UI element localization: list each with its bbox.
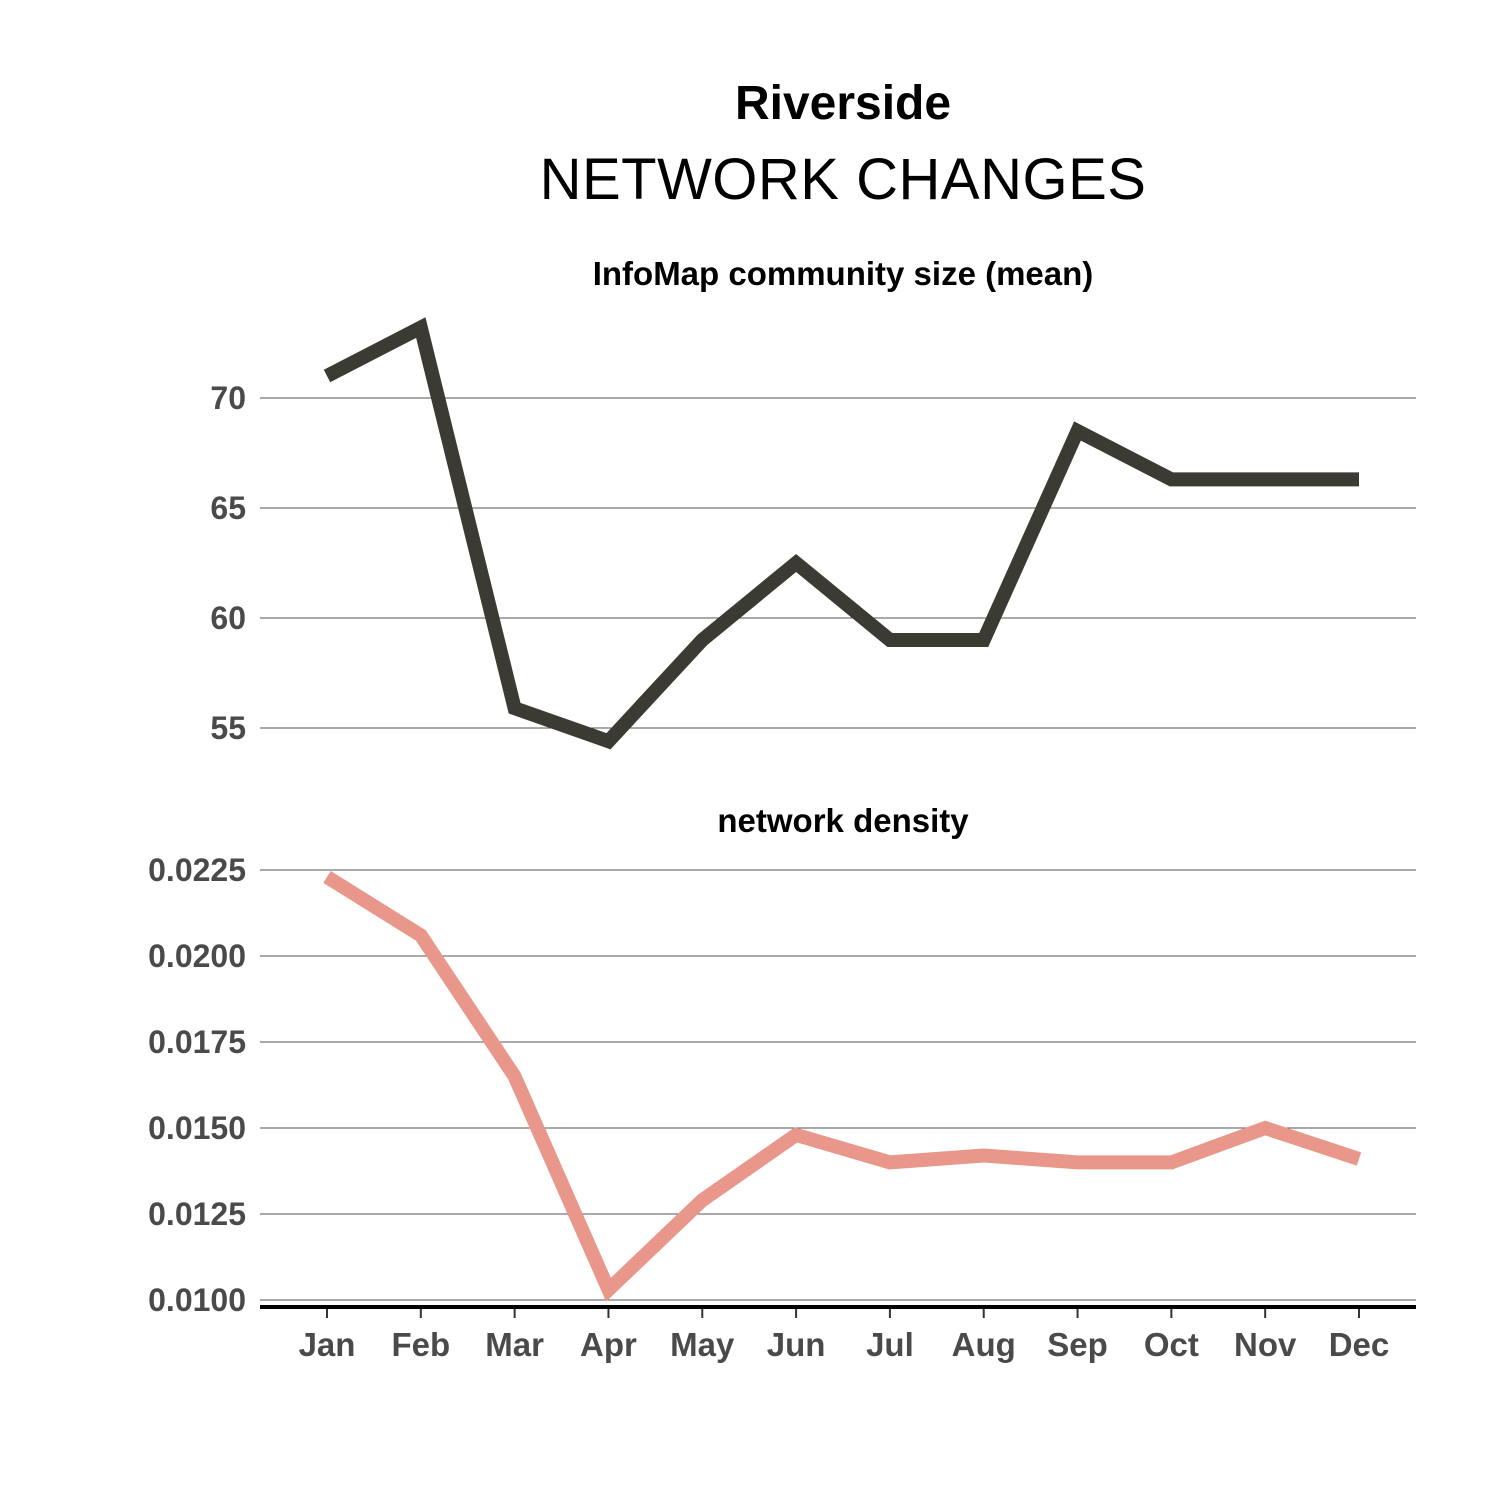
chart-title: Riverside (734, 77, 952, 130)
network-density-panel: network density 0.0100 0.0125 0.0150 0.0175… (148, 802, 1416, 1318)
network-density-y-tick-label: 0.0175 (148, 1024, 246, 1060)
x-axis-label: Oct (1144, 1326, 1199, 1363)
x-axis-label: Dec (1329, 1326, 1390, 1363)
x-axis-label: Nov (1234, 1326, 1297, 1363)
x-axis-label: Feb (391, 1326, 450, 1363)
network-density-panel-title: network density (717, 802, 969, 839)
x-axis-label: Mar (485, 1326, 544, 1363)
network-density-y-tick-label: 0.0225 (148, 852, 246, 888)
x-axis-label: Aug (952, 1326, 1016, 1363)
network-density-series-line (323, 870, 1362, 1302)
community-size-panel: InfoMap community size (mean) 55 60 65 70 (210, 255, 1416, 750)
community-size-y-tick-labels: 55 60 65 70 (210, 380, 246, 746)
x-axis: Jan Feb Mar Apr May Jun Jul Aug Sep Oct Nov Dec (260, 1305, 1416, 1363)
network-density-y-tick-label: 0.0150 (148, 1110, 246, 1146)
x-axis-label: Jun (767, 1326, 826, 1363)
x-axis-label: Jul (866, 1326, 914, 1363)
network-density-y-tick-label: 0.0200 (148, 938, 246, 974)
chart-subtitle: NETWORK CHANGES (539, 147, 1147, 212)
network-density-series-layer (323, 870, 1362, 1302)
x-axis-label: Sep (1047, 1326, 1108, 1363)
x-axis-label: Apr (580, 1326, 637, 1363)
x-axis-labels: Jan Feb Mar Apr May Jun Jul Aug Sep Oct Nov Dec (299, 1326, 1390, 1363)
network-density-y-tick-labels: 0.0100 0.0125 0.0150 0.0175 0.0200 0.0225 (148, 852, 246, 1318)
x-axis-label: May (670, 1326, 735, 1363)
community-size-panel-title: InfoMap community size (mean) (593, 255, 1094, 292)
network-density-gridlines (260, 869, 1416, 1301)
x-axis-label: Jan (299, 1326, 356, 1363)
community-size-gridlines (260, 397, 1416, 729)
community-size-series-line (323, 317, 1359, 750)
community-size-y-tick-label: 70 (210, 380, 246, 416)
community-size-y-tick-label: 55 (210, 710, 246, 746)
network-density-y-tick-label: 0.0125 (148, 1196, 246, 1232)
community-size-y-tick-label: 65 (210, 490, 246, 526)
community-size-series-layer (323, 317, 1360, 750)
community-size-y-tick-label: 60 (210, 600, 246, 636)
x-axis-ticks (326, 1309, 1360, 1318)
network-density-y-tick-label: 0.0100 (148, 1282, 246, 1318)
